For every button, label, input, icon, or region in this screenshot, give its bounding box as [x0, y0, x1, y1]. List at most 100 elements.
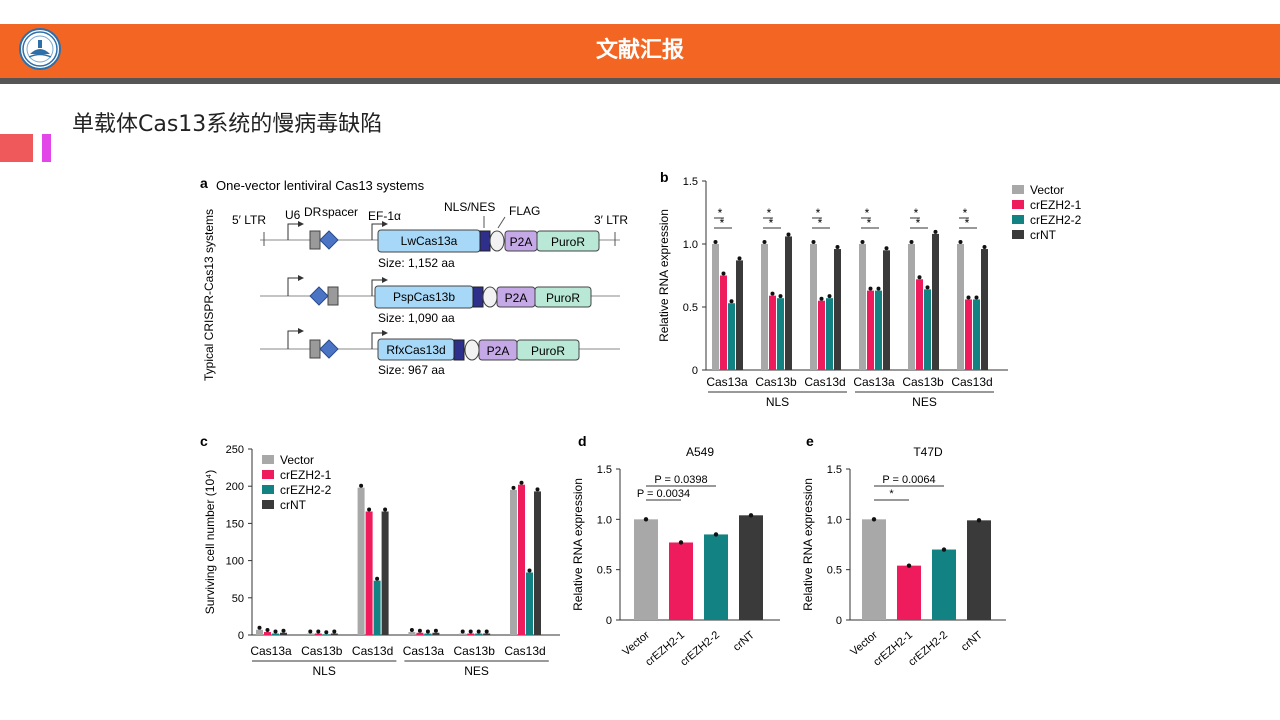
- category-label-d: crNT: [731, 629, 757, 654]
- p2a-label-2: P2A: [505, 291, 528, 305]
- y-tick-label-e: 0: [836, 615, 842, 627]
- puror-label-3: PuroR: [531, 344, 565, 358]
- bar-d-2: [704, 534, 728, 620]
- legend-label-b: Vector: [1030, 183, 1064, 197]
- bar-b-cas13b-0: [761, 244, 768, 370]
- panel-a-title: One-vector lentiviral Cas13 systems: [216, 178, 425, 193]
- bar-d-3: [739, 515, 763, 620]
- data-point-b: [933, 229, 938, 234]
- chart-panel-c: 0 50 100 150 200 250 Surviving cell number (10…: [203, 444, 560, 678]
- puror-box-1: [536, 230, 600, 252]
- puror-box-2: [534, 286, 592, 308]
- legend-label-b: crNT: [1030, 228, 1057, 242]
- data-point-c: [535, 487, 540, 492]
- spacer-diamond-1: [319, 230, 339, 250]
- data-point-c: [409, 628, 414, 633]
- data-point-d: [643, 517, 649, 522]
- bar-b-cas13a-3: [736, 260, 743, 370]
- data-point-c: [308, 629, 313, 634]
- category-label-c: Cas13a: [250, 644, 292, 658]
- bar-c-cas13d-2: [373, 580, 381, 635]
- u6-promoter-arrowhead-3: [298, 328, 304, 334]
- sig-star-b: *: [816, 206, 821, 220]
- group-label-c: NES: [464, 664, 489, 678]
- y-tick-label-e: 0.5: [827, 565, 842, 577]
- bar-c-cas13d-0: [510, 489, 517, 635]
- sig-star-b: *: [916, 216, 921, 230]
- y-tick-label-b: 0.5: [683, 302, 698, 314]
- bar-b-cas13d-2: [826, 298, 833, 370]
- sig-star-b: *: [914, 206, 919, 220]
- y-tick-label-e: 1.0: [827, 514, 842, 526]
- data-point-c: [367, 507, 372, 512]
- category-label-e: Vector: [848, 629, 880, 658]
- data-point-b: [721, 271, 726, 276]
- data-point-b: [811, 240, 816, 244]
- flag-pointer: [497, 216, 506, 229]
- data-point-b: [786, 232, 791, 237]
- bar-c-cas13d-0: [357, 487, 365, 635]
- nls-box-3: [453, 339, 465, 361]
- category-label-b: Cas13d: [804, 375, 845, 389]
- spacer-diamond-3: [319, 339, 339, 359]
- data-point-b: [925, 285, 930, 290]
- category-label-c: Cas13b: [301, 644, 343, 658]
- header-title: 文献汇报: [595, 38, 684, 63]
- flag-oval-1: [489, 230, 505, 252]
- data-point-d: [748, 513, 754, 518]
- bar-c-cas13d-2: [526, 572, 533, 635]
- category-label-d: Vector: [620, 629, 652, 658]
- data-point-b: [868, 286, 873, 291]
- data-point-c: [375, 576, 380, 581]
- pspcas13b-label: PspCas13b: [393, 290, 455, 304]
- y-tick-label-c: 250: [226, 444, 244, 456]
- legend-swatch-b: [1012, 230, 1024, 239]
- group-label-b: NLS: [766, 395, 789, 409]
- data-point-e: [871, 517, 877, 522]
- bar-b-cas13b-0: [908, 244, 915, 370]
- bar-c-cas13a-2: [272, 633, 279, 635]
- data-point-b: [819, 296, 824, 301]
- bar-b-cas13a-1: [867, 290, 874, 370]
- flag-oval-2: [482, 286, 498, 308]
- bar-c-cas13b-3: [483, 633, 491, 635]
- dr-label: DR: [304, 205, 322, 219]
- data-point-b: [974, 295, 979, 300]
- panel-a-letter: a: [200, 175, 208, 191]
- p2a-label-1: P2A: [510, 235, 533, 249]
- bar-b-cas13d-0: [957, 244, 964, 370]
- nls-nes-label: NLS/NES: [444, 200, 495, 214]
- data-point-d: [678, 540, 684, 545]
- annotation-label-d: P = 0.0034: [637, 488, 690, 500]
- legend-swatch-c: [262, 470, 274, 479]
- y-tick-label-c: 100: [226, 556, 244, 568]
- panel-c-letter: c: [200, 433, 208, 449]
- ef1a-arrow-3: [371, 332, 382, 349]
- data-point-c: [281, 628, 286, 633]
- data-point-e: [976, 518, 982, 523]
- legend-swatch-c: [262, 455, 274, 464]
- group-label-b: NES: [912, 395, 937, 409]
- dr-box-2: [327, 286, 339, 306]
- chart-panel-e: 0 0.5 1.0 1.5 Relative RNA expression T47D Vec…: [801, 445, 1006, 669]
- data-point-b: [917, 275, 922, 280]
- bar-e-0: [862, 519, 886, 620]
- y-tick-label-c: 200: [226, 481, 244, 493]
- category-label-c: Cas13d: [504, 644, 545, 658]
- bar-d-0: [634, 519, 658, 620]
- data-point-c: [476, 629, 481, 634]
- data-point-c: [433, 628, 438, 633]
- y-tick-label-d: 0.5: [597, 565, 612, 577]
- slide-subtitle: 单载体Cas13系统的慢病毒缺陷: [72, 112, 383, 137]
- category-label-b: Cas13d: [951, 375, 992, 389]
- annotation-label-d: P = 0.0398: [654, 474, 707, 486]
- bar-c-cas13d-1: [365, 511, 373, 635]
- data-point-c: [359, 483, 364, 488]
- annotation-label-e: P = 0.0064: [882, 474, 935, 486]
- category-label-c: Cas13d: [352, 644, 393, 658]
- bar-e-3: [967, 520, 991, 620]
- sig-star-b: *: [718, 206, 723, 220]
- bar-d-1: [669, 542, 693, 620]
- group-label-c: NLS: [313, 664, 336, 678]
- bar-b-cas13d-1: [818, 300, 825, 370]
